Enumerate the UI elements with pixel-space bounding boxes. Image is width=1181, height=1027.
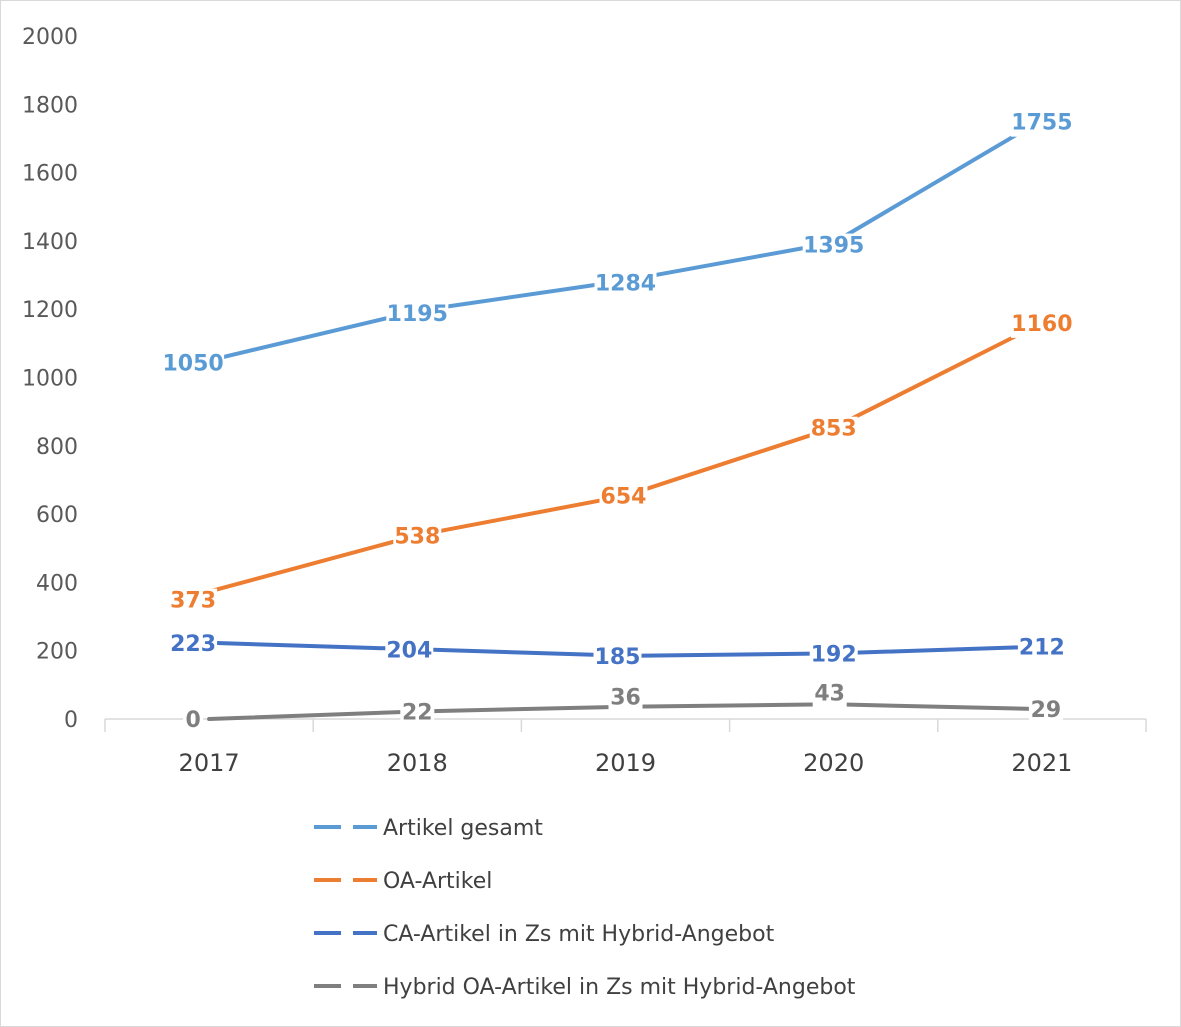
data-label: 373 xyxy=(170,589,216,614)
data-label: 538 xyxy=(394,524,440,549)
x-tick-label: 2019 xyxy=(595,749,656,777)
legend-label: OA-Artikel xyxy=(383,869,492,894)
x-tick-label: 2017 xyxy=(179,749,240,777)
y-tick-label: 800 xyxy=(36,435,78,460)
data-label-background xyxy=(812,681,847,708)
data-label-background xyxy=(386,301,449,328)
data-label: 1755 xyxy=(1011,111,1072,136)
data-label-background xyxy=(594,271,657,298)
x-tick-label: 2018 xyxy=(387,749,448,777)
series-line xyxy=(207,117,1044,363)
x-tick-label: 2021 xyxy=(1011,749,1072,777)
x-tick-label: 2020 xyxy=(803,749,864,777)
data-label-background xyxy=(802,233,865,260)
data-label-background xyxy=(1028,698,1063,725)
y-tick-label: 200 xyxy=(36,640,78,665)
data-label: 0 xyxy=(185,708,200,733)
data-labels: 1050 1195 1284 1395 1755 373 538 654 853 1160 223 2… xyxy=(162,111,1073,734)
data-label: 212 xyxy=(1019,636,1065,661)
data-label: 1284 xyxy=(595,272,656,297)
legend-label: Artikel gesamt xyxy=(383,816,543,841)
data-label: 654 xyxy=(601,485,647,510)
y-tick-label: 1200 xyxy=(22,298,78,323)
y-tick-label: 600 xyxy=(36,503,78,528)
y-tick-label: 1800 xyxy=(22,93,78,118)
data-label-background xyxy=(400,700,435,727)
data-label: 1395 xyxy=(803,234,864,259)
y-tick-label: 1400 xyxy=(22,230,78,255)
series-line xyxy=(207,320,1044,594)
legend: Artikel gesamt OA-Artikel CA-Artikel in Zs… xyxy=(314,816,856,1000)
data-label: 223 xyxy=(170,632,216,657)
y-tick-label: 400 xyxy=(36,571,78,596)
data-label-background xyxy=(169,588,218,615)
data-label: 36 xyxy=(610,686,641,711)
x-axis: 2017 2018 2019 2020 2021 xyxy=(104,718,1147,777)
data-label-background xyxy=(593,644,642,671)
data-label: 43 xyxy=(814,681,845,706)
data-label: 185 xyxy=(595,645,641,670)
y-tick-label: 1600 xyxy=(22,162,78,187)
data-label: 192 xyxy=(811,642,857,667)
data-label-background xyxy=(169,631,218,658)
data-label: 204 xyxy=(386,638,432,663)
legend-label: CA-Artikel in Zs mit Hybrid-Angebot xyxy=(383,922,775,947)
y-tick-label: 1000 xyxy=(22,367,78,392)
data-label-background xyxy=(393,524,442,551)
data-label-background xyxy=(385,638,434,665)
y-tick-label: 0 xyxy=(64,708,78,733)
data-label: 22 xyxy=(402,700,433,725)
data-label-background xyxy=(599,484,648,511)
data-label-background xyxy=(809,416,858,443)
data-label-background xyxy=(608,685,643,712)
y-tick-label: 2000 xyxy=(22,25,78,50)
data-label-background xyxy=(809,642,858,669)
data-label-background xyxy=(1017,635,1066,662)
legend-label: Hybrid OA-Artikel in Zs mit Hybrid-Angeb… xyxy=(383,975,856,1000)
series-lines xyxy=(207,117,1044,721)
data-label-background xyxy=(162,351,225,378)
data-label: 1160 xyxy=(1011,312,1072,337)
data-label: 853 xyxy=(811,417,857,442)
data-label-background xyxy=(1010,110,1073,137)
data-label: 29 xyxy=(1031,698,1062,723)
data-label-background xyxy=(1010,311,1073,338)
data-label-background xyxy=(183,708,204,734)
data-label: 1195 xyxy=(387,302,448,327)
y-axis: 0 200 400 600 800 1000 1200 1400 1600 1800 2000 xyxy=(22,25,78,733)
data-label: 1050 xyxy=(162,351,223,376)
